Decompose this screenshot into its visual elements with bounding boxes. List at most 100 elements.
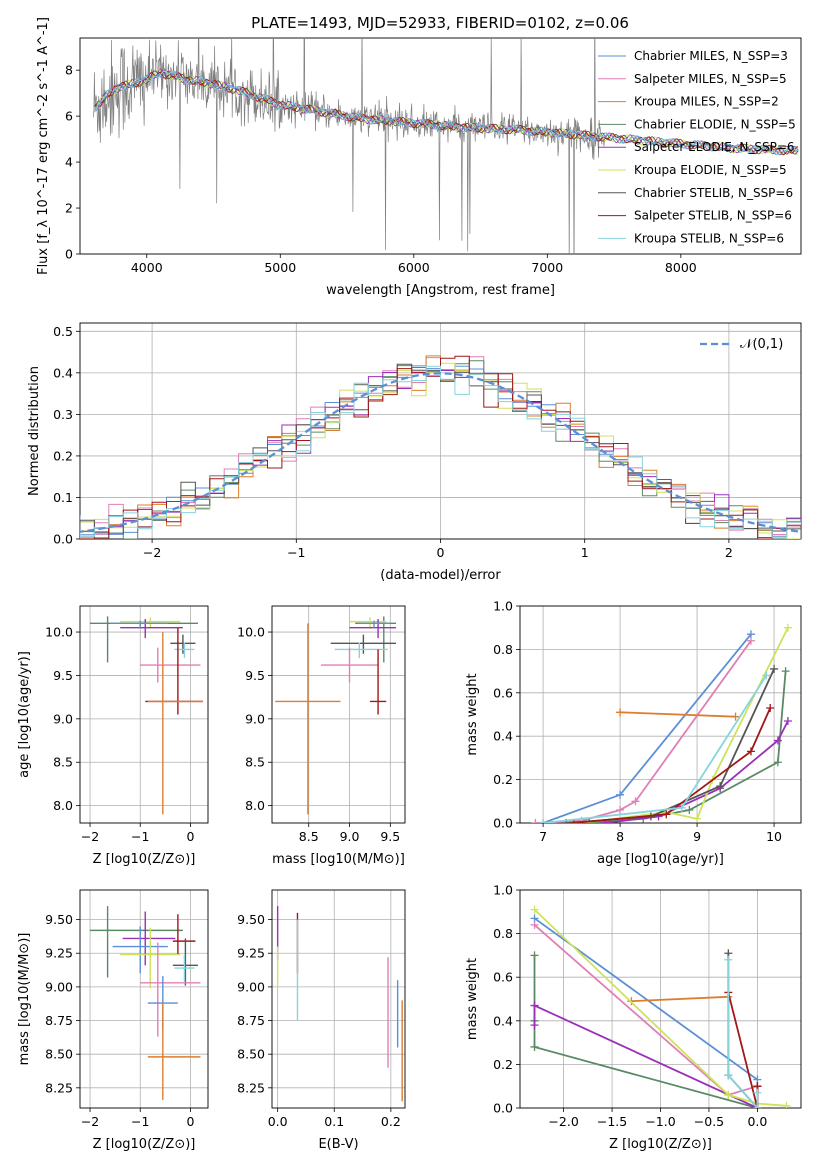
weight-marker	[753, 1088, 762, 1097]
weight-marker	[724, 955, 733, 964]
weight-marker	[693, 814, 702, 823]
y-tick-label: 0.6	[493, 685, 513, 700]
x-tick-label: 0	[437, 545, 445, 560]
weight-line-salpeter_stelib	[573, 707, 772, 823]
model-spectrum-chabrier_elodie	[94, 70, 799, 155]
weight-marker	[773, 758, 782, 767]
y-axis-label: mass weight	[465, 958, 480, 1040]
y-tick-label: 8.0	[245, 798, 265, 813]
x-tick-label: −1	[287, 545, 305, 560]
y-tick-label: 0.6	[493, 970, 513, 985]
model-spectrum-kroupa_stelib	[94, 70, 799, 156]
y-tick-label: 0.0	[493, 816, 513, 831]
weight-marker	[782, 1101, 791, 1108]
y-tick-label: 8.25	[45, 1080, 73, 1095]
weight_vs_age-axes: 7 8 9 10 0.0 0.2 0.4 0.6 0.8 1.0 age [log10(age/yr…	[465, 599, 802, 867]
weight-marker	[746, 747, 755, 756]
y-tick-label: 9.5	[53, 668, 73, 683]
weight-line-kroupa_miles	[631, 995, 729, 1003]
mass_vs_ebv-axes: 0.0 0.1 0.2 8.25 8.50 8.75 9.00 9.25 9.50 E(B-V)	[237, 889, 406, 1152]
weight-marker	[662, 810, 671, 819]
legend-entry: 𝒩(0,1)	[740, 337, 783, 352]
weight-marker	[530, 1001, 539, 1010]
y-tick-label: 8.75	[45, 1013, 73, 1028]
weight-marker	[783, 717, 792, 726]
y-tick-label: 8.50	[237, 1047, 265, 1062]
y-tick-label: 0.4	[493, 729, 513, 744]
weight-line-chabrier_elodie	[533, 955, 759, 1108]
weight-marker	[530, 905, 539, 914]
mass_vs_z-points	[90, 906, 201, 1100]
y-tick-label: 0.3	[53, 407, 73, 422]
x-tick-label: −0.5	[694, 1114, 724, 1129]
y-axis-label: Flux [f_λ 10^-17 erg cm^-2 s^-1 A^-1]	[36, 17, 51, 275]
legend-entry: Chabrier STELIB, N_SSP=6	[634, 186, 793, 200]
y-tick-label: 0.5	[53, 324, 73, 339]
weight-line-chabrier_stelib	[566, 668, 775, 823]
weight-marker	[766, 703, 775, 712]
axes-frame	[519, 605, 802, 824]
x-tick-label: 0.2	[381, 1114, 401, 1129]
legend-entry: Salpeter STELIB, N_SSP=6	[634, 209, 792, 223]
x-tick-label: 8000	[665, 260, 697, 275]
observed-spectrum-line	[93, 38, 605, 254]
age_vs_z-axes: −2 −1 0 8.0 8.5 9.0 9.5 10.0 Z [log10(Z/Z⊙)] age …	[17, 605, 209, 867]
legend-entry: Salpeter ELODIE, N_SSP=6	[634, 140, 795, 154]
figure-title: PLATE=1493, MJD=52933, FIBERID=0102, z=0…	[251, 14, 629, 32]
weight-marker	[731, 712, 740, 721]
spectrum-axes: 4000 5000 6000 7000 8000 0 2 4 6 8 wavelength [Ang…	[36, 17, 802, 298]
mass_vs_ebv-points	[276, 906, 403, 1102]
model-spectrum-salpeter_elodie	[94, 68, 799, 155]
weight-marker	[530, 920, 539, 929]
y-tick-label: 9.0	[53, 711, 73, 726]
y-tick-label: 0.2	[493, 772, 513, 787]
x-tick-label: 7000	[531, 260, 563, 275]
y-tick-label: 8	[65, 63, 73, 78]
weight-line-chabrier_stelib	[727, 953, 759, 1108]
x-axis-label: wavelength [Angstrom, rest frame]	[326, 283, 555, 298]
x-tick-label: −1.5	[597, 1114, 627, 1129]
y-tick-label: 9.50	[45, 912, 73, 927]
weight-marker	[770, 664, 779, 673]
model-spectrum-salpeter_stelib	[94, 71, 799, 156]
age_vs_z-points	[90, 616, 203, 815]
x-tick-label: 0.0	[268, 1114, 288, 1129]
weight-line-kroupa_elodie	[533, 908, 787, 1107]
weight-line-salpeter_miles	[533, 924, 758, 1096]
y-tick-label: 9.00	[45, 979, 73, 994]
y-tick-label: 0.2	[493, 1057, 513, 1072]
axes-frame	[79, 605, 209, 824]
legend-entry: Kroupa STELIB, N_SSP=6	[634, 231, 784, 245]
weight-marker	[753, 1104, 762, 1108]
y-tick-label: 9.25	[45, 946, 73, 961]
y-tick-label: 9.0	[245, 711, 265, 726]
legend-entry: Chabrier ELODIE, N_SSP=5	[634, 117, 796, 131]
weight-marker	[577, 819, 586, 823]
y-tick-label: 0.2	[53, 448, 73, 463]
legend-entry: Salpeter MILES, N_SSP=5	[634, 72, 787, 86]
y-tick-label: 10.0	[45, 625, 73, 640]
y-tick-label: 2	[65, 201, 73, 216]
y-tick-label: 8.0	[53, 798, 73, 813]
axes-frame	[79, 37, 802, 255]
legend-entry: Chabrier MILES, N_SSP=3	[634, 49, 788, 63]
y-tick-label: 8.5	[245, 755, 265, 770]
histogram-kroupa_stelib	[80, 365, 801, 539]
y-tick-label: 4	[65, 155, 73, 170]
weight-marker	[773, 736, 782, 745]
y-tick-label: 0.0	[493, 1101, 513, 1116]
axes-frame	[271, 605, 406, 824]
weight_vs_z-axes: −2.0 −1.5 −1.0 −0.5 0.0 0.0 0.2 0.4 0.6 0.8 1.0 Z […	[465, 883, 802, 1152]
weight-marker	[781, 667, 790, 676]
weight-marker	[616, 790, 625, 799]
weight-marker	[530, 1042, 539, 1051]
weight-line-kroupa_stelib	[727, 959, 759, 1108]
weight-marker	[530, 1021, 539, 1030]
x-tick-label: −2	[81, 829, 99, 844]
y-tick-label: 8.75	[237, 1013, 265, 1028]
y-tick-label: 0.8	[493, 926, 513, 941]
y-tick-label: 8.5	[53, 755, 73, 770]
weight-marker	[539, 819, 548, 823]
mass_vs_z-axes: −2 −1 0 8.25 8.50 8.75 9.00 9.25 9.50 Z [log10(Z/…	[17, 889, 209, 1152]
y-tick-label: 1.0	[493, 883, 513, 898]
